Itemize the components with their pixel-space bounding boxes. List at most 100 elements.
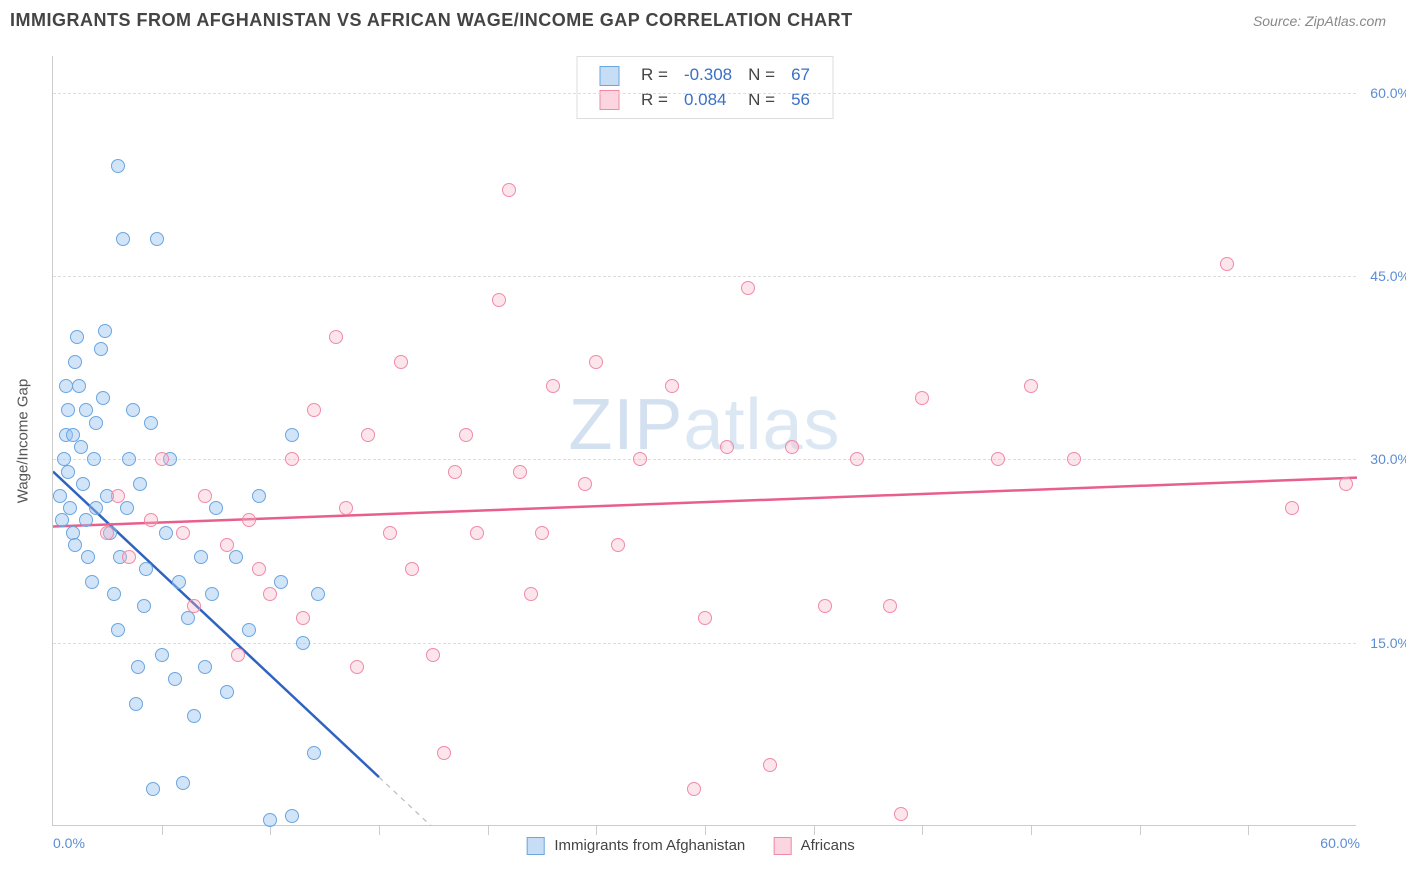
data-point [159, 526, 173, 540]
data-point [220, 685, 234, 699]
data-point [96, 391, 110, 405]
data-point [181, 611, 195, 625]
data-point [137, 599, 151, 613]
data-point [339, 501, 353, 515]
data-point [502, 183, 516, 197]
data-point [187, 599, 201, 613]
data-point [1067, 452, 1081, 466]
chart-title: IMMIGRANTS FROM AFGHANISTAN VS AFRICAN W… [10, 10, 853, 31]
data-point [818, 599, 832, 613]
data-point [307, 746, 321, 760]
data-point [168, 672, 182, 686]
data-point [459, 428, 473, 442]
data-point [59, 379, 73, 393]
data-point [155, 452, 169, 466]
x-tick [1140, 825, 1141, 835]
data-point [198, 489, 212, 503]
data-point [361, 428, 375, 442]
legend-r-label: R = [633, 63, 676, 88]
trend-layer [53, 56, 1357, 826]
data-point [611, 538, 625, 552]
legend-row: R =-0.308N =67 [591, 63, 818, 88]
data-point [448, 465, 462, 479]
legend-r-label: R = [633, 88, 676, 113]
data-point [68, 538, 82, 552]
data-point [285, 452, 299, 466]
legend-item: Immigrants from Afghanistan [526, 837, 745, 854]
data-point [176, 776, 190, 790]
data-point [100, 526, 114, 540]
data-point [126, 403, 140, 417]
gridline-h [53, 93, 1356, 94]
data-point [242, 623, 256, 637]
data-point [111, 159, 125, 173]
data-point [720, 440, 734, 454]
data-point [350, 660, 364, 674]
data-point [470, 526, 484, 540]
data-point [394, 355, 408, 369]
data-point [55, 513, 69, 527]
data-point [111, 489, 125, 503]
x-tick [705, 825, 706, 835]
data-point [131, 660, 145, 674]
data-point [79, 403, 93, 417]
data-point [74, 440, 88, 454]
data-point [763, 758, 777, 772]
data-point [307, 403, 321, 417]
y-axis-title: Wage/Income Gap [15, 378, 32, 503]
data-point [146, 782, 160, 796]
x-tick [379, 825, 380, 835]
legend-row: R =0.084N =56 [591, 88, 818, 113]
data-point [155, 648, 169, 662]
y-tick-label: 15.0% [1360, 635, 1406, 651]
data-point [665, 379, 679, 393]
data-point [63, 501, 77, 515]
data-point [116, 232, 130, 246]
legend-swatch [526, 837, 544, 855]
data-point [231, 648, 245, 662]
data-point [524, 587, 538, 601]
x-tick [1248, 825, 1249, 835]
watermark-light: atlas [683, 385, 840, 465]
plot-area: ZIPatlas Wage/Income Gap R =-0.308N =67R… [52, 56, 1356, 826]
data-point [129, 697, 143, 711]
data-point [991, 452, 1005, 466]
data-point [329, 330, 343, 344]
data-point [513, 465, 527, 479]
data-point [229, 550, 243, 564]
data-point [120, 501, 134, 515]
data-point [209, 501, 223, 515]
data-point [68, 355, 82, 369]
data-point [263, 813, 277, 827]
data-point [589, 355, 603, 369]
x-tick [488, 825, 489, 835]
y-tick-label: 30.0% [1360, 451, 1406, 467]
data-point [578, 477, 592, 491]
watermark: ZIPatlas [568, 384, 840, 466]
gridline-h [53, 643, 1356, 644]
data-point [81, 550, 95, 564]
legend-label: Africans [801, 837, 855, 854]
correlation-legend: R =-0.308N =67R =0.084N =56 [576, 56, 833, 119]
data-point [66, 428, 80, 442]
data-point [205, 587, 219, 601]
legend-r-value: 0.084 [676, 88, 740, 113]
data-point [53, 489, 67, 503]
legend-n-value: 56 [783, 88, 818, 113]
data-point [61, 403, 75, 417]
data-point [144, 513, 158, 527]
data-point [296, 636, 310, 650]
x-tick [162, 825, 163, 835]
data-point [150, 232, 164, 246]
data-point [72, 379, 86, 393]
data-point [535, 526, 549, 540]
data-point [87, 452, 101, 466]
data-point [741, 281, 755, 295]
x-tick [1031, 825, 1032, 835]
legend-n-label: N = [740, 63, 783, 88]
chart-container: ZIPatlas Wage/Income Gap R =-0.308N =67R… [10, 46, 1396, 882]
legend-r-value: -0.308 [676, 63, 740, 88]
data-point [1220, 257, 1234, 271]
x-axis-min-label: 0.0% [53, 835, 85, 851]
data-point [122, 550, 136, 564]
